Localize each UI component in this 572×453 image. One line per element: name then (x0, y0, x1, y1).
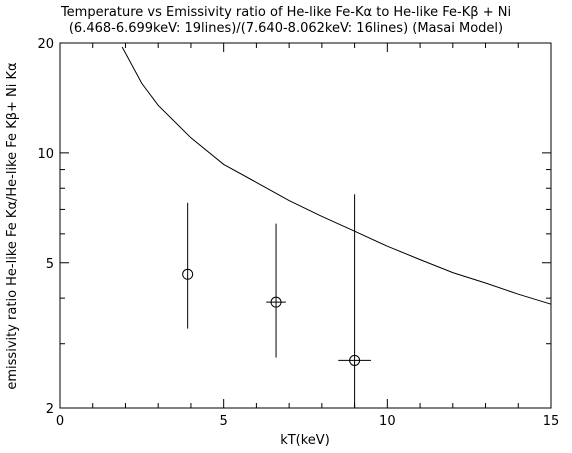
chart-title: Temperature vs Emissivity ratio of He-li… (60, 5, 512, 20)
data-point (182, 202, 194, 329)
data-point (338, 194, 371, 408)
y-axis-label: emissivity ratio He-like Fe Kα/He-like F… (5, 62, 20, 389)
x-axis-label: kT(keV) (280, 433, 330, 448)
point-marker (270, 296, 282, 308)
x-tick-label: 10 (379, 414, 396, 429)
model-curve (121, 46, 552, 305)
y-tick-label: 5 (46, 257, 54, 272)
x-tick-label: 0 (56, 414, 64, 429)
x-tick-label: 5 (220, 414, 228, 429)
y-tick-label: 2 (46, 402, 54, 417)
axis-tick-labels: 0 5 10 15 2 5 10 20 (37, 37, 559, 429)
y-tick-label: 10 (37, 147, 54, 162)
data-point (266, 223, 286, 358)
plot-frame (59, 42, 552, 409)
point-marker (182, 268, 194, 280)
chart-subtitle: (6.468-6.699keV: 19lines)/(7.640-8.062ke… (68, 21, 504, 36)
y-tick-label: 20 (37, 37, 54, 52)
point-marker (349, 354, 361, 366)
data-points (182, 194, 371, 408)
axis-ticks (59, 42, 552, 409)
x-tick-label: 15 (543, 414, 560, 429)
